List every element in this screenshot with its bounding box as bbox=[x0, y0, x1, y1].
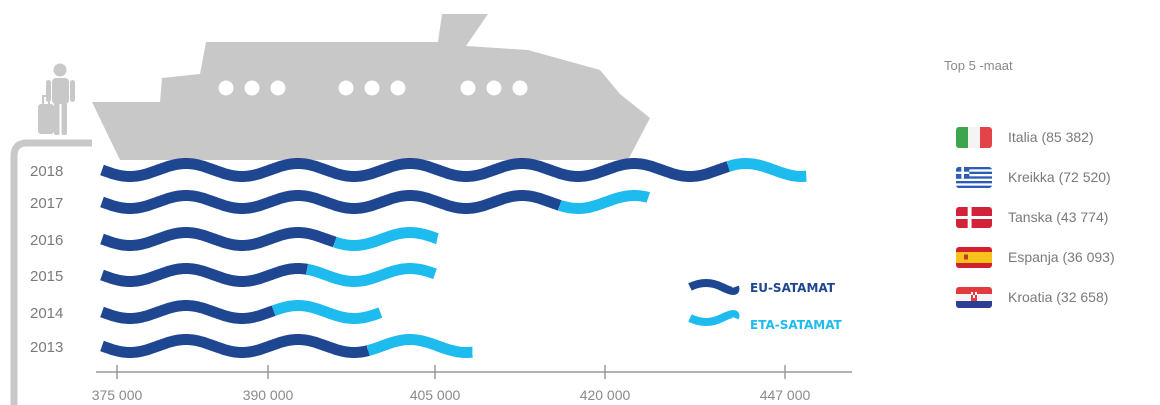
year-labels: 2018 2017 2016 2015 2014 2013 bbox=[30, 163, 63, 356]
country-label: Italia (85 382) bbox=[1008, 129, 1094, 145]
year-label: 2018 bbox=[30, 163, 63, 180]
year-label: 2014 bbox=[30, 305, 63, 322]
eu-wave-bar-2013 bbox=[100, 334, 371, 358]
x-tick-label: 405 000 bbox=[410, 387, 461, 403]
country-row-denmark: Tanska (43 774) bbox=[944, 197, 1160, 237]
legend: EU-SATAMAT ETA-SATAMAT bbox=[688, 279, 843, 332]
eu-wave-bar-2016 bbox=[100, 227, 337, 251]
x-tick-label: 420 000 bbox=[580, 387, 631, 403]
top5-panel: Top 5 -maat Italia (85 382) Kreikka (72 … bbox=[944, 58, 1160, 317]
country-label: Espanja (36 093) bbox=[1008, 249, 1115, 265]
eta-wave-bar-2017 bbox=[558, 190, 651, 214]
x-tick-label: 447 000 bbox=[760, 387, 811, 403]
country-row-croatia: Kroatia (32 658) bbox=[944, 277, 1160, 317]
traveler-with-luggage-icon bbox=[38, 63, 75, 135]
x-tick-label: 375 000 bbox=[92, 387, 143, 403]
eta-wave-bar-2016 bbox=[333, 227, 439, 251]
wave-bars bbox=[100, 158, 807, 358]
eta-wave-bar-2015 bbox=[305, 263, 437, 287]
country-label: Kroatia (32 658) bbox=[1008, 289, 1109, 305]
year-label: 2016 bbox=[30, 232, 63, 249]
eu-wave-bar-2017 bbox=[100, 190, 562, 214]
italy-flag-icon bbox=[956, 126, 992, 148]
pier bbox=[10, 139, 92, 405]
country-row-greece: Kreikka (72 520) bbox=[944, 157, 1160, 197]
eu-wave-bar-2015 bbox=[100, 263, 309, 287]
ship-windows bbox=[218, 80, 528, 96]
x-tick-label: 390 000 bbox=[243, 387, 294, 403]
year-label: 2017 bbox=[30, 195, 63, 212]
denmark-flag-icon bbox=[956, 206, 992, 228]
croatia-flag-icon bbox=[956, 286, 992, 308]
country-label: Tanska (43 774) bbox=[1008, 209, 1109, 225]
eta-wave-bar-2018 bbox=[726, 158, 807, 182]
legend-eta-label: ETA-SATAMAT bbox=[750, 318, 843, 332]
top5-title: Top 5 -maat bbox=[944, 58, 1013, 73]
eu-wave-bar-2018 bbox=[100, 158, 731, 182]
eta-wave-bar-2013 bbox=[366, 334, 473, 358]
passenger-chart: 375 000 390 000 405 000 420 000 447 000 2018… bbox=[10, 14, 852, 405]
country-row-italy: Italia (85 382) bbox=[944, 117, 1160, 157]
greece-flag-icon bbox=[956, 166, 992, 188]
country-row-spain: Espanja (36 093) bbox=[944, 237, 1160, 277]
country-label: Kreikka (72 520) bbox=[1008, 169, 1111, 185]
legend-eu-label: EU-SATAMAT bbox=[750, 281, 836, 295]
year-label: 2015 bbox=[30, 268, 63, 285]
legend-eu-swatch bbox=[688, 279, 740, 295]
spain-flag-icon bbox=[956, 246, 992, 268]
x-axis-ticks: 375 000 390 000 405 000 420 000 447 000 bbox=[92, 365, 811, 403]
eta-wave-bar-2014 bbox=[271, 300, 383, 324]
year-label: 2013 bbox=[30, 339, 63, 356]
eu-wave-bar-2014 bbox=[100, 300, 276, 324]
legend-eta-swatch bbox=[688, 310, 740, 326]
